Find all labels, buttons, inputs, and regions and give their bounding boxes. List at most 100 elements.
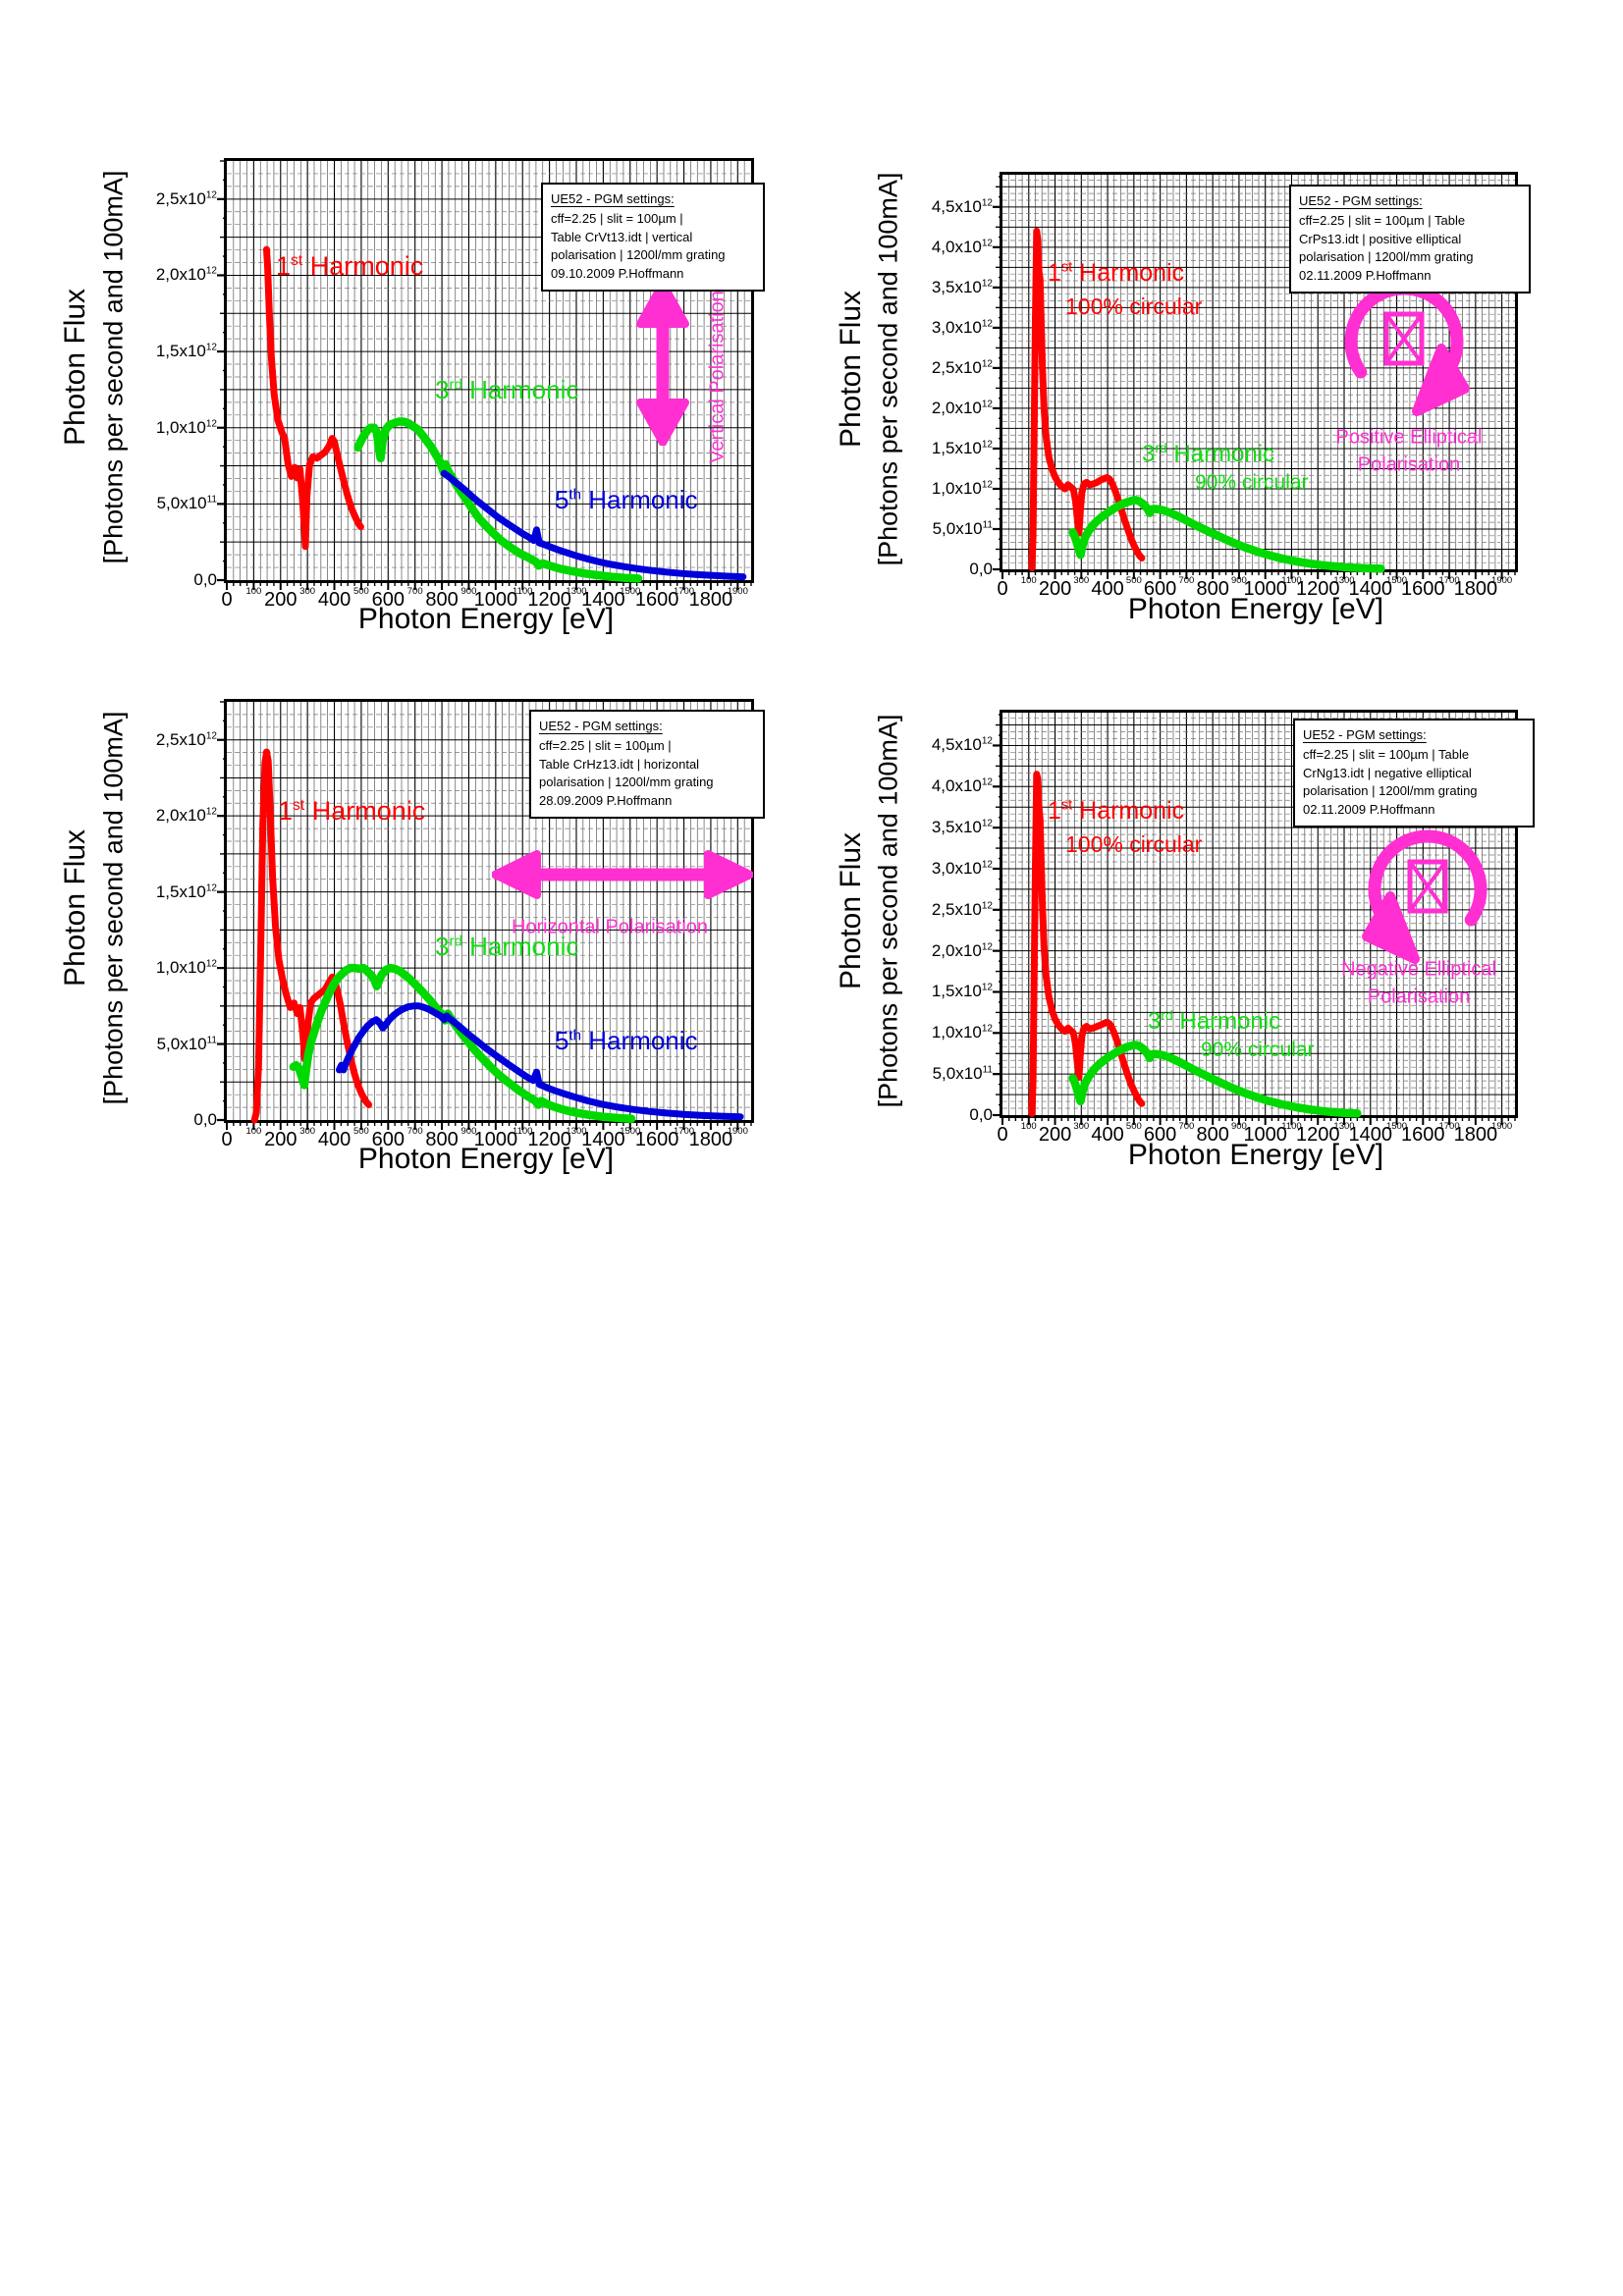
harmonic-1-label: 1st Harmonic: [278, 796, 426, 826]
plot-area: 2,5x1012 2,0x1012 1,5x1012 1,0x1012 5,0x1011…: [156, 158, 765, 611]
y-tick-label: 4,5x1012: [931, 196, 993, 216]
plot-area: 4,5x1012 4,0x1012 3,5x1012 3,0x1012 2,5x1012…: [932, 172, 1531, 600]
x-tick-label: 600: [1143, 578, 1177, 600]
x-minor-tick-label: 100: [1020, 1121, 1037, 1132]
x-tick-label: 0: [997, 578, 1008, 600]
settings-title: UE52 - PGM settings:: [551, 191, 675, 206]
x-minor-tick-label: 1500: [1385, 1121, 1408, 1132]
x-tick-label: 0: [997, 1124, 1008, 1146]
settings-line: 02.11.2009 P.Hoffmann: [1299, 267, 1432, 283]
settings-title: UE52 - PGM settings:: [1299, 193, 1423, 208]
axis-ticks: [993, 714, 1516, 1125]
x-minor-tick-label: 1500: [1385, 575, 1408, 586]
x-tick-label: 1200: [527, 589, 571, 611]
x-minor-tick-label: 300: [1073, 1121, 1090, 1132]
axis-ticks: [217, 701, 752, 1130]
y-tick-label: 1,5x1012: [155, 342, 217, 361]
harmonic-3-label: 3rd Harmonic: [1148, 1007, 1281, 1035]
x-tick-label: 0: [221, 1129, 233, 1150]
x-tick-label: 1400: [1348, 578, 1393, 600]
x-tick-label: 1000: [473, 1129, 518, 1150]
x-minor-tick-label: 1100: [513, 586, 533, 597]
x-tick-label: 1800: [1453, 1124, 1498, 1146]
x-tick-label: 400: [317, 1129, 352, 1150]
y-tick-label: 5,0x1011: [156, 494, 217, 513]
harmonic-1-label: 1st Harmonic: [276, 251, 424, 281]
settings-line: CrPs13.idt | positive elliptical: [1299, 231, 1462, 246]
settings-box: UE52 - PGM settings: cff=2.25 | slit = 1…: [1289, 185, 1531, 294]
x-tick-label: 1200: [1295, 578, 1340, 600]
x-minor-tick-label: 1900: [727, 1126, 748, 1137]
harmonic-1-label: 1st Harmonic: [1048, 259, 1185, 287]
3rd-harmonic-curve: [353, 417, 643, 583]
y-tick-label: 5,0x1011: [932, 518, 993, 538]
settings-line: Table CrVt13.idt | vertical: [551, 229, 693, 244]
x-tick-label: 800: [1196, 1124, 1229, 1146]
x-minor-tick-label: 500: [1125, 1121, 1142, 1132]
harmonic-1-sublabel: 100% circular: [1065, 294, 1203, 319]
x-axis-title: Photon Energy [eV]: [1127, 593, 1384, 625]
horizontal-polarisation-arrow-icon: [492, 850, 753, 899]
circular-polarisation-arrow-icon: [1344, 282, 1470, 416]
x-minor-tick-label: 1100: [1281, 575, 1302, 586]
x-minor-tick-label: 700: [406, 1126, 423, 1137]
x-tick-label: 600: [1143, 1124, 1177, 1146]
x-minor-tick-label: 1700: [1438, 1121, 1460, 1132]
harmonic-1-sublabel: 100% circular: [1065, 831, 1203, 857]
y-axis-title: Photon Flux: [835, 831, 867, 990]
y-tick-label: 0,0: [193, 570, 217, 589]
settings-title: UE52 - PGM settings:: [1303, 727, 1427, 742]
settings-line: polarisation | 1200l/mm grating: [1299, 249, 1474, 265]
x-minor-tick-label: 1300: [1333, 575, 1355, 586]
settings-box: UE52 - PGM settings: cff=2.25 | slit = 1…: [529, 710, 765, 820]
settings-line: cff=2.25 | slit = 100µm | Table: [1303, 747, 1470, 763]
x-tick-label: 1600: [1401, 578, 1445, 600]
settings-line: Table CrHz13.idt | horizontal: [539, 756, 700, 772]
y-tick-label: 1,0x1012: [155, 417, 217, 437]
x-minor-tick-label: 100: [245, 586, 262, 597]
x-tick-label: 1800: [1453, 578, 1498, 600]
x-minor-tick-label: 1700: [673, 586, 695, 597]
1st-harmonic-100-circular--curve: [1028, 227, 1146, 571]
x-minor-tick-label: 1300: [566, 1126, 587, 1137]
x-minor-tick-label: 1700: [673, 1126, 695, 1137]
x-tick-label: 1600: [1401, 1124, 1445, 1146]
x-minor-tick-label: 1900: [1491, 575, 1513, 586]
x-tick-label: 1200: [1295, 1124, 1340, 1146]
x-minor-tick-label: 900: [460, 1126, 477, 1137]
5th-harmonic-curve: [336, 1002, 744, 1121]
x-minor-tick-label: 700: [1178, 575, 1195, 586]
y-tick-label: 5,0x1011: [156, 1034, 217, 1053]
x-tick-label: 1000: [1243, 1124, 1287, 1146]
y-tick-label: 5,0x1011: [932, 1064, 993, 1084]
x-tick-label: 800: [425, 589, 459, 611]
y-tick-label: 2,5x1012: [931, 357, 993, 377]
curves: [1028, 771, 1362, 1118]
vertical-polarisation-label: Vertical Polarisation: [706, 291, 729, 463]
1st-harmonic-curve: [263, 245, 364, 551]
x-minor-tick-label: 100: [245, 1126, 262, 1137]
settings-line: cff=2.25 | slit = 100µm |: [551, 211, 683, 227]
y-tick-label: 3,5x1012: [931, 277, 993, 296]
polarisation-label-line1: Positive Elliptical: [1335, 426, 1483, 449]
x-minor-tick-label: 500: [352, 1126, 369, 1137]
y-tick-label: 2,0x1012: [155, 265, 217, 285]
x-minor-tick-label: 900: [460, 586, 477, 597]
horizontal-polarisation-label: Horizontal Polarisation: [511, 916, 709, 938]
y-tick-label: 3,5x1012: [931, 818, 993, 837]
x-minor-tick-label: 500: [1125, 575, 1142, 586]
plot-canvas: [993, 175, 1516, 579]
x-tick-label: 1200: [527, 1129, 571, 1150]
y-tick-label: 1,0x1012: [931, 478, 993, 498]
x-minor-tick-label: 900: [1230, 575, 1247, 586]
axis-ticks: [993, 176, 1516, 579]
settings-line: 09.10.2009 P.Hoffmann: [551, 265, 684, 281]
harmonic-3-label: 3rd Harmonic: [1142, 440, 1275, 467]
x-minor-tick-label: 1700: [1438, 575, 1460, 586]
polarisation-label-line2: Polarisation: [1357, 454, 1461, 476]
settings-line: CrNg13.idt | negative elliptical: [1303, 765, 1472, 780]
settings-line: 28.09.2009 P.Hoffmann: [539, 792, 673, 808]
harmonic-1-label: 1st Harmonic: [1048, 797, 1185, 825]
y-tick-label: 4,0x1012: [931, 237, 993, 256]
